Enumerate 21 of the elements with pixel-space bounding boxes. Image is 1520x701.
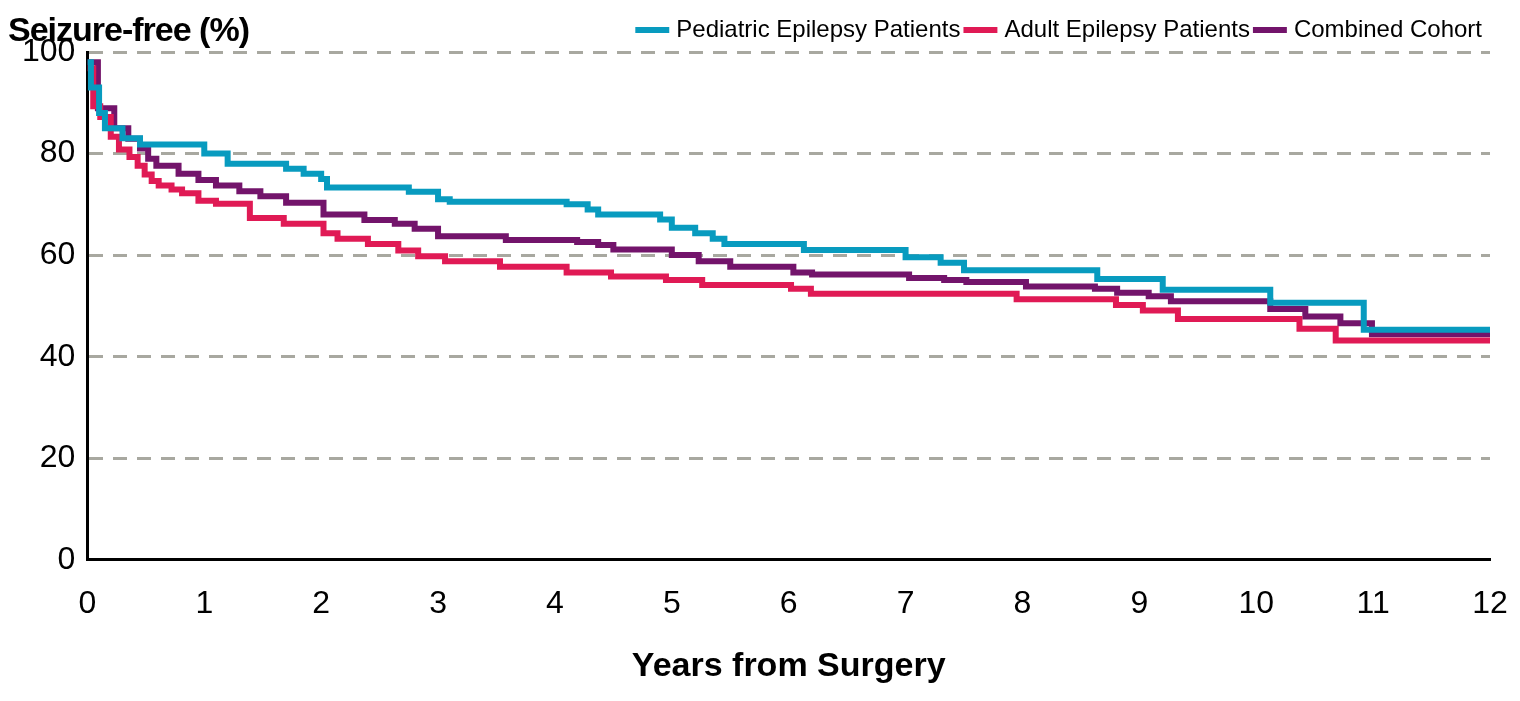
legend-label: Adult Epilepsy Patients — [1004, 14, 1250, 42]
y-tick-label: 80 — [39, 133, 76, 170]
x-tick-label: 5 — [662, 583, 681, 620]
x-tick-label: 2 — [312, 583, 331, 620]
legend-label: Pediatric Epilepsy Patients — [676, 14, 961, 42]
x-tick-label: 4 — [546, 583, 564, 620]
x-tick-label: 12 — [1472, 583, 1508, 620]
y-tick-label: 0 — [57, 539, 76, 576]
x-tick-label: 11 — [1356, 583, 1390, 620]
x-tick-label: 10 — [1238, 583, 1275, 620]
y-tick-label: 60 — [39, 234, 76, 271]
y-tick-label: 40 — [39, 336, 76, 373]
x-tick-label: 1 — [195, 583, 214, 620]
x-tick-label: 6 — [779, 583, 798, 620]
x-axis-title: Years from Surgery — [631, 644, 946, 683]
x-tick-label: 7 — [896, 583, 915, 620]
x-tick-label: 8 — [1013, 583, 1032, 620]
x-tick-label: 3 — [429, 583, 447, 620]
legend-label: Combined Cohort — [1293, 14, 1483, 42]
x-tick-label: 9 — [1130, 583, 1149, 620]
y-tick-label: 20 — [39, 438, 76, 475]
